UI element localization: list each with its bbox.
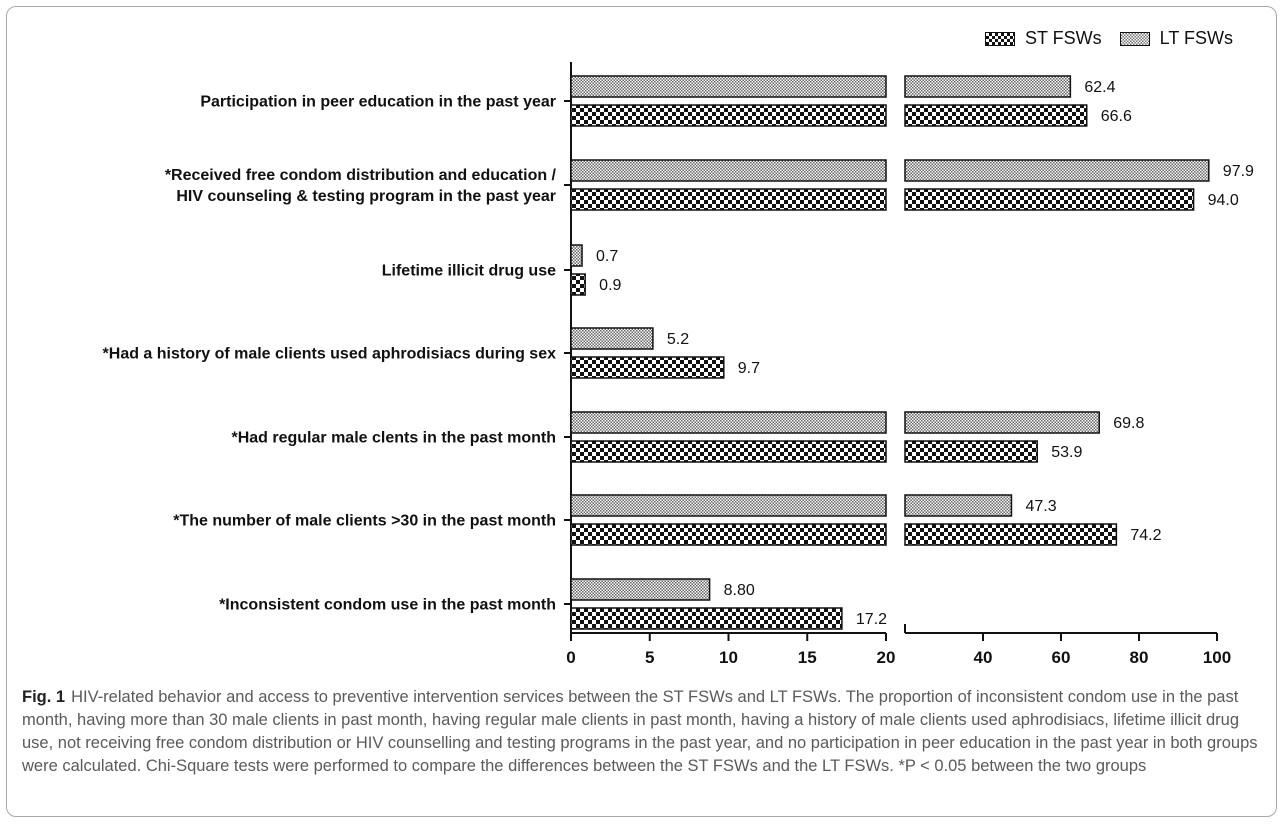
bar-continued xyxy=(904,75,1072,98)
data-label: 5.2 xyxy=(667,331,689,348)
category-label-line: HIV counseling & testing program in the … xyxy=(176,188,556,205)
category-label-line: *The number of male clients >30 in the p… xyxy=(173,513,556,530)
category-label-line: *Received free condom distribution and e… xyxy=(165,167,557,184)
chart-labels: Participation in peer education in the p… xyxy=(103,79,1255,628)
legend-item-lt: LT FSWs xyxy=(1119,28,1234,49)
category-label-line: *Inconsistent condom use in the past mon… xyxy=(219,597,556,614)
bar xyxy=(570,523,887,546)
data-label: 97.9 xyxy=(1223,163,1254,180)
data-label: 47.3 xyxy=(1025,498,1056,515)
bar-continued xyxy=(904,104,1088,127)
bar xyxy=(570,327,654,350)
x-tick-label: 80 xyxy=(1130,648,1149,667)
bar xyxy=(570,356,725,379)
bar-continued xyxy=(904,159,1210,182)
bar xyxy=(570,607,843,630)
x-tick-label: 15 xyxy=(798,648,817,667)
legend-item-st: ST FSWs xyxy=(985,28,1102,49)
category-label: *Had regular male clents in the past mon… xyxy=(231,430,556,447)
data-label: 94.0 xyxy=(1208,192,1239,209)
bar xyxy=(570,159,887,182)
data-label: 74.2 xyxy=(1130,527,1161,544)
category-label: *Had a history of male clients used aphr… xyxy=(103,346,557,363)
category-label-line: Participation in peer education in the p… xyxy=(200,94,556,111)
category-label: Participation in peer education in the p… xyxy=(200,94,556,111)
data-label: 66.6 xyxy=(1101,108,1132,125)
category-label: *Inconsistent condom use in the past mon… xyxy=(219,597,556,614)
legend-label-st: ST FSWs xyxy=(1025,28,1102,48)
bar-continued xyxy=(904,494,1013,517)
bar-continued xyxy=(904,188,1195,211)
bar-continued xyxy=(904,440,1038,463)
category-label-line: *Had a history of male clients used aphr… xyxy=(103,346,557,363)
data-label: 0.9 xyxy=(599,277,621,294)
caption-text: HIV-related behavior and access to preve… xyxy=(22,688,1258,775)
bar xyxy=(570,578,711,601)
category-label: Lifetime illicit drug use xyxy=(382,263,556,280)
bar-continued xyxy=(904,523,1118,546)
legend-label-lt: LT FSWs xyxy=(1159,28,1234,48)
data-label: 69.8 xyxy=(1113,415,1144,432)
x-tick-label: 60 xyxy=(1052,648,1071,667)
figure-label: Fig. 1 xyxy=(22,688,66,706)
chart-legend: ST FSWs LT FSWs xyxy=(985,28,1251,49)
figure-caption: Fig. 1 HIV-related behavior and access to… xyxy=(22,686,1262,778)
bar xyxy=(570,440,887,463)
data-label: 62.4 xyxy=(1084,79,1115,96)
bar xyxy=(570,411,887,434)
x-tick-label: 10 xyxy=(719,648,738,667)
x-tick-label: 100 xyxy=(1203,648,1231,667)
bar xyxy=(570,244,583,267)
data-label: 17.2 xyxy=(856,611,887,628)
data-label: 53.9 xyxy=(1051,444,1082,461)
x-tick-label: 40 xyxy=(974,648,993,667)
bar-continued xyxy=(904,411,1100,434)
bar xyxy=(570,273,586,296)
data-label: 8.80 xyxy=(724,582,755,599)
category-label: *Received free condom distribution and e… xyxy=(165,167,557,205)
legend-swatch-st xyxy=(985,31,1015,46)
bar-chart: 0 5 10 15 20 40 60 80 100 Participation in peer … xyxy=(103,62,1255,667)
legend-swatch-lt xyxy=(1119,31,1150,46)
bar xyxy=(570,104,887,127)
x-tick-label: 0 xyxy=(566,648,575,667)
x-tick-label: 5 xyxy=(645,648,654,667)
data-label: 0.7 xyxy=(596,248,618,265)
chart-bars xyxy=(570,75,1210,630)
bar xyxy=(570,75,887,98)
bar xyxy=(570,494,887,517)
category-label-line: Lifetime illicit drug use xyxy=(382,263,556,280)
x-tick-label: 20 xyxy=(877,648,896,667)
category-label: *The number of male clients >30 in the p… xyxy=(173,513,556,530)
bar xyxy=(570,188,887,211)
data-label: 9.7 xyxy=(738,360,760,377)
category-label-line: *Had regular male clents in the past mon… xyxy=(231,430,556,447)
